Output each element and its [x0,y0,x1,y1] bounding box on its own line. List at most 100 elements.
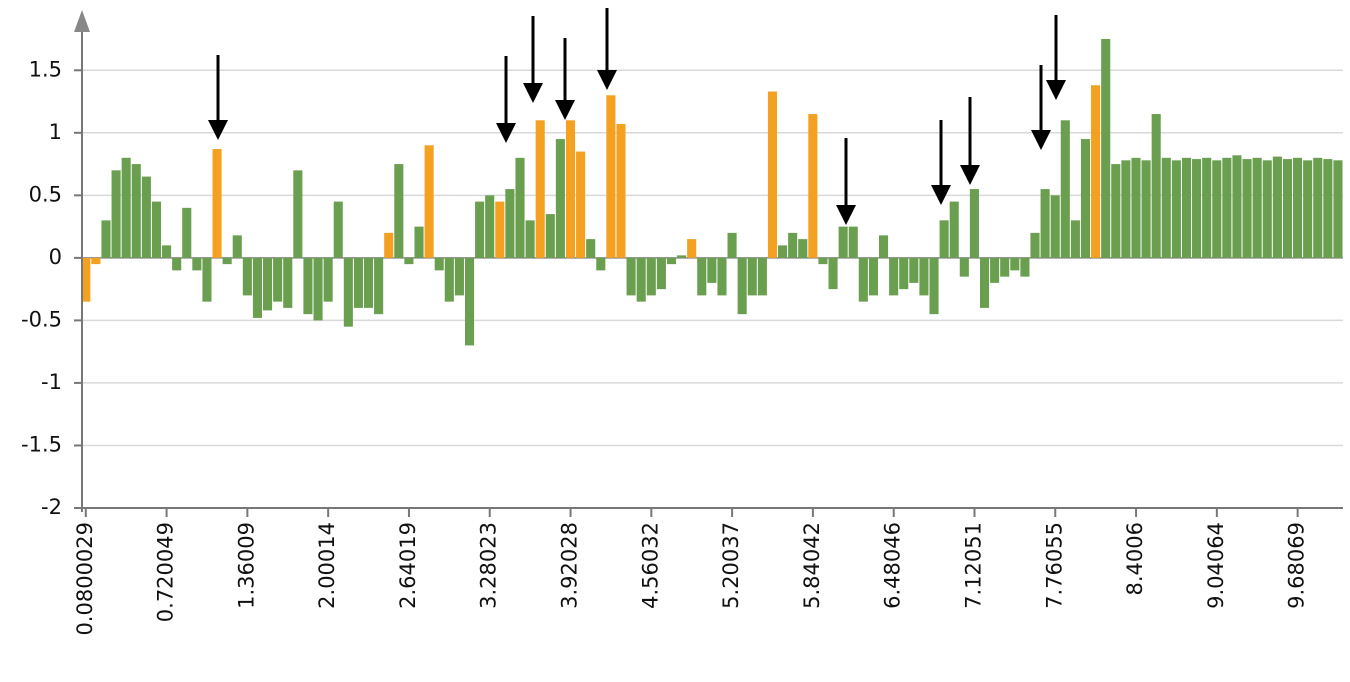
bar [818,257,828,265]
bar [1313,157,1323,258]
bar [1282,159,1293,258]
bar [101,220,111,258]
x-tick-label: 3.28023 [477,522,501,609]
bar [434,257,444,271]
arrow-head [208,120,228,140]
bar [1212,160,1222,258]
bar [889,257,899,296]
bar [1111,164,1121,258]
bar [525,220,535,258]
bar [1333,160,1343,258]
bar [232,235,242,258]
bar [1272,156,1282,258]
bar [1323,159,1333,258]
bar [353,257,363,308]
bar [606,95,616,258]
x-tick-label: 2.00014 [315,522,339,609]
bar [838,226,848,258]
y-tick-label: 0 [49,245,62,269]
bar [555,139,565,258]
y-tick-label: 0.5 [29,182,62,206]
x-tick-label: 7.12051 [961,522,985,609]
bar [596,257,606,271]
bar [464,257,475,346]
bar [535,120,545,258]
bar [495,201,505,258]
bar [909,257,919,283]
arrow-head [836,205,856,225]
bar [192,257,202,271]
bar [899,257,909,290]
bar [1121,160,1131,258]
bar [636,257,646,302]
bar [1181,157,1192,258]
bar [384,232,394,258]
bar [1171,160,1181,258]
arrows [208,8,1066,225]
bar [1030,232,1040,258]
bar [747,257,757,296]
bar [939,220,949,258]
bar [1141,160,1151,258]
bar [1252,157,1262,258]
bar [778,245,788,258]
bar [424,145,434,258]
bar [1131,157,1141,258]
bar [959,257,969,277]
y-tick-label: -0.5 [21,307,62,331]
bar [1222,157,1232,258]
bar [1010,257,1020,271]
bar [505,189,515,258]
bar [788,232,798,258]
bar [545,214,555,258]
bar [969,189,979,258]
bar [919,257,929,296]
bar [565,120,576,258]
bar [1232,155,1242,258]
bar [91,257,101,265]
arrow-head [960,165,980,185]
bar [162,245,172,258]
bar [1161,157,1171,258]
x-tick-label: 5.20037 [719,522,743,609]
bar [979,257,990,308]
bar [646,257,656,296]
bar [1242,159,1252,258]
x-tick-label: 8.4006 [1123,522,1147,595]
bar [868,257,878,296]
bar [363,257,374,308]
bar [576,151,586,258]
bar [323,257,333,302]
bar [394,164,404,258]
bar [202,257,212,302]
bar [414,226,424,258]
bar [808,114,818,258]
bar [656,257,666,290]
y-axis-arrow [74,10,90,32]
bar [616,124,626,258]
bar [1303,160,1313,258]
bar [515,157,525,258]
x-tick-label: 3.92028 [558,522,582,609]
y-tick-label: -2 [41,495,62,519]
bar [283,257,293,308]
bar [737,257,747,315]
bar [1050,195,1060,258]
bar [687,239,697,258]
bar [848,226,858,258]
arrow-head [1046,80,1066,100]
bar [182,207,192,258]
x-tick-label: 7.76055 [1042,522,1066,609]
bar [707,257,717,283]
bar [677,255,687,258]
bar [1070,220,1080,258]
arrow-head [597,70,617,90]
bar [586,239,596,258]
x-tick-label: 1.36009 [234,522,258,609]
bar [212,149,222,258]
x-tick-label: 9.68069 [1285,522,1309,609]
bar [929,257,939,315]
bar [454,257,464,296]
x-tick-label: 2.64019 [396,522,420,609]
